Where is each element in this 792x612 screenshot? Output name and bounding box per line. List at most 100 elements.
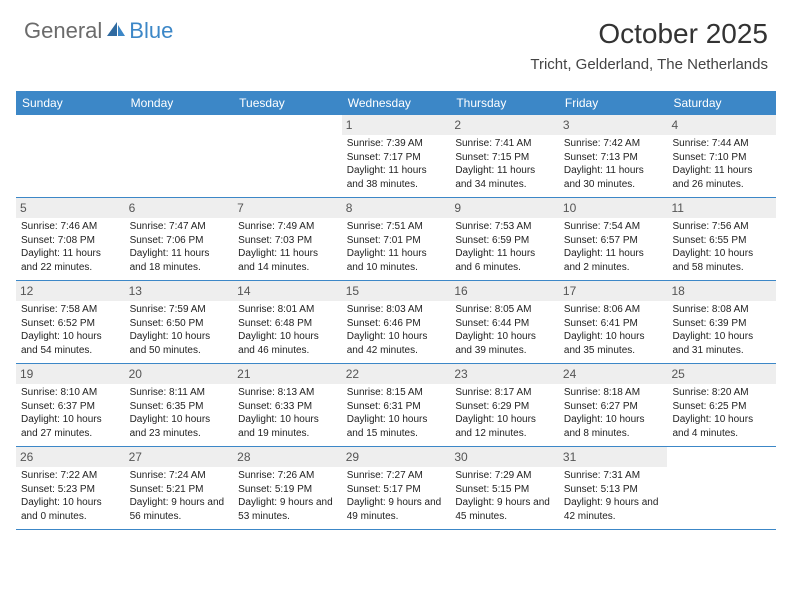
calendar-cell: 8Sunrise: 7:51 AMSunset: 7:01 PMDaylight… <box>342 198 451 280</box>
calendar-cell: 31Sunrise: 7:31 AMSunset: 5:13 PMDayligh… <box>559 447 668 529</box>
calendar-row: 5Sunrise: 7:46 AMSunset: 7:08 PMDaylight… <box>16 198 776 281</box>
col-monday: Monday <box>125 91 234 115</box>
day-details: Sunrise: 7:24 AMSunset: 5:21 PMDaylight:… <box>130 469 229 523</box>
calendar-cell: 9Sunrise: 7:53 AMSunset: 6:59 PMDaylight… <box>450 198 559 280</box>
day-details: Sunrise: 8:11 AMSunset: 6:35 PMDaylight:… <box>130 386 229 440</box>
day-details: Sunrise: 7:53 AMSunset: 6:59 PMDaylight:… <box>455 220 554 274</box>
day-number: 21 <box>233 364 342 384</box>
day-number: 16 <box>450 281 559 301</box>
calendar-cell: 19Sunrise: 8:10 AMSunset: 6:37 PMDayligh… <box>16 364 125 446</box>
calendar-cell: 23Sunrise: 8:17 AMSunset: 6:29 PMDayligh… <box>450 364 559 446</box>
day-number: 12 <box>16 281 125 301</box>
day-number: 4 <box>667 115 776 135</box>
day-number: 26 <box>16 447 125 467</box>
day-number: 25 <box>667 364 776 384</box>
day-number: 7 <box>233 198 342 218</box>
day-details: Sunrise: 7:56 AMSunset: 6:55 PMDaylight:… <box>672 220 771 274</box>
day-number: 8 <box>342 198 451 218</box>
day-details: Sunrise: 7:27 AMSunset: 5:17 PMDaylight:… <box>347 469 446 523</box>
day-number: 23 <box>450 364 559 384</box>
day-number: 22 <box>342 364 451 384</box>
calendar-cell: 2Sunrise: 7:41 AMSunset: 7:15 PMDaylight… <box>450 115 559 197</box>
calendar-cell: 6Sunrise: 7:47 AMSunset: 7:06 PMDaylight… <box>125 198 234 280</box>
day-details: Sunrise: 8:15 AMSunset: 6:31 PMDaylight:… <box>347 386 446 440</box>
calendar-cell: 16Sunrise: 8:05 AMSunset: 6:44 PMDayligh… <box>450 281 559 363</box>
day-details: Sunrise: 7:42 AMSunset: 7:13 PMDaylight:… <box>564 137 663 191</box>
header: General Blue October 2025 Tricht, Gelder… <box>0 0 792 81</box>
calendar-cell: 28Sunrise: 7:26 AMSunset: 5:19 PMDayligh… <box>233 447 342 529</box>
day-details: Sunrise: 7:51 AMSunset: 7:01 PMDaylight:… <box>347 220 446 274</box>
day-details: Sunrise: 7:47 AMSunset: 7:06 PMDaylight:… <box>130 220 229 274</box>
calendar-cell: 30Sunrise: 7:29 AMSunset: 5:15 PMDayligh… <box>450 447 559 529</box>
day-number: 13 <box>125 281 234 301</box>
calendar-cell: 5Sunrise: 7:46 AMSunset: 7:08 PMDaylight… <box>16 198 125 280</box>
calendar-cell: 25Sunrise: 8:20 AMSunset: 6:25 PMDayligh… <box>667 364 776 446</box>
day-number: 27 <box>125 447 234 467</box>
day-number: 31 <box>559 447 668 467</box>
calendar-cell: 26Sunrise: 7:22 AMSunset: 5:23 PMDayligh… <box>16 447 125 529</box>
month-title: October 2025 <box>530 18 768 50</box>
day-number: 18 <box>667 281 776 301</box>
day-number: 10 <box>559 198 668 218</box>
calendar-cell: 15Sunrise: 8:03 AMSunset: 6:46 PMDayligh… <box>342 281 451 363</box>
calendar-cell: 12Sunrise: 7:58 AMSunset: 6:52 PMDayligh… <box>16 281 125 363</box>
day-details: Sunrise: 7:22 AMSunset: 5:23 PMDaylight:… <box>21 469 120 523</box>
day-details: Sunrise: 8:13 AMSunset: 6:33 PMDaylight:… <box>238 386 337 440</box>
day-details: Sunrise: 7:31 AMSunset: 5:13 PMDaylight:… <box>564 469 663 523</box>
calendar-cell: 10Sunrise: 7:54 AMSunset: 6:57 PMDayligh… <box>559 198 668 280</box>
day-details: Sunrise: 8:06 AMSunset: 6:41 PMDaylight:… <box>564 303 663 357</box>
col-tuesday: Tuesday <box>233 91 342 115</box>
calendar-row: 19Sunrise: 8:10 AMSunset: 6:37 PMDayligh… <box>16 364 776 447</box>
day-details: Sunrise: 7:46 AMSunset: 7:08 PMDaylight:… <box>21 220 120 274</box>
calendar-header-row: Sunday Monday Tuesday Wednesday Thursday… <box>16 91 776 115</box>
calendar-cell: 20Sunrise: 8:11 AMSunset: 6:35 PMDayligh… <box>125 364 234 446</box>
logo: General Blue <box>24 18 173 44</box>
day-number: 1 <box>342 115 451 135</box>
calendar-body: 1Sunrise: 7:39 AMSunset: 7:17 PMDaylight… <box>16 115 776 530</box>
calendar-cell: 22Sunrise: 8:15 AMSunset: 6:31 PMDayligh… <box>342 364 451 446</box>
calendar-cell: 3Sunrise: 7:42 AMSunset: 7:13 PMDaylight… <box>559 115 668 197</box>
day-number: 29 <box>342 447 451 467</box>
col-wednesday: Wednesday <box>342 91 451 115</box>
calendar-cell: 17Sunrise: 8:06 AMSunset: 6:41 PMDayligh… <box>559 281 668 363</box>
day-details: Sunrise: 8:10 AMSunset: 6:37 PMDaylight:… <box>21 386 120 440</box>
title-block: October 2025 Tricht, Gelderland, The Net… <box>530 18 768 73</box>
calendar-row: 1Sunrise: 7:39 AMSunset: 7:17 PMDaylight… <box>16 115 776 198</box>
day-details: Sunrise: 7:29 AMSunset: 5:15 PMDaylight:… <box>455 469 554 523</box>
calendar-cell: 13Sunrise: 7:59 AMSunset: 6:50 PMDayligh… <box>125 281 234 363</box>
col-sunday: Sunday <box>16 91 125 115</box>
day-details: Sunrise: 8:20 AMSunset: 6:25 PMDaylight:… <box>672 386 771 440</box>
calendar-cell <box>125 115 234 197</box>
day-number: 14 <box>233 281 342 301</box>
day-details: Sunrise: 7:39 AMSunset: 7:17 PMDaylight:… <box>347 137 446 191</box>
calendar-cell: 21Sunrise: 8:13 AMSunset: 6:33 PMDayligh… <box>233 364 342 446</box>
day-number: 6 <box>125 198 234 218</box>
day-number: 15 <box>342 281 451 301</box>
col-friday: Friday <box>559 91 668 115</box>
day-details: Sunrise: 8:05 AMSunset: 6:44 PMDaylight:… <box>455 303 554 357</box>
day-details: Sunrise: 7:59 AMSunset: 6:50 PMDaylight:… <box>130 303 229 357</box>
day-number: 30 <box>450 447 559 467</box>
day-number: 2 <box>450 115 559 135</box>
calendar-cell: 7Sunrise: 7:49 AMSunset: 7:03 PMDaylight… <box>233 198 342 280</box>
calendar-cell: 29Sunrise: 7:27 AMSunset: 5:17 PMDayligh… <box>342 447 451 529</box>
calendar-cell <box>233 115 342 197</box>
col-thursday: Thursday <box>450 91 559 115</box>
calendar-row: 12Sunrise: 7:58 AMSunset: 6:52 PMDayligh… <box>16 281 776 364</box>
day-number: 24 <box>559 364 668 384</box>
day-details: Sunrise: 8:01 AMSunset: 6:48 PMDaylight:… <box>238 303 337 357</box>
calendar-cell: 11Sunrise: 7:56 AMSunset: 6:55 PMDayligh… <box>667 198 776 280</box>
calendar-cell: 24Sunrise: 8:18 AMSunset: 6:27 PMDayligh… <box>559 364 668 446</box>
col-saturday: Saturday <box>667 91 776 115</box>
day-number: 28 <box>233 447 342 467</box>
logo-text-1: General <box>24 18 102 44</box>
calendar-cell: 4Sunrise: 7:44 AMSunset: 7:10 PMDaylight… <box>667 115 776 197</box>
calendar-cell: 14Sunrise: 8:01 AMSunset: 6:48 PMDayligh… <box>233 281 342 363</box>
day-details: Sunrise: 7:26 AMSunset: 5:19 PMDaylight:… <box>238 469 337 523</box>
day-details: Sunrise: 7:41 AMSunset: 7:15 PMDaylight:… <box>455 137 554 191</box>
location-text: Tricht, Gelderland, The Netherlands <box>530 56 768 73</box>
day-details: Sunrise: 8:03 AMSunset: 6:46 PMDaylight:… <box>347 303 446 357</box>
day-details: Sunrise: 7:58 AMSunset: 6:52 PMDaylight:… <box>21 303 120 357</box>
day-number: 3 <box>559 115 668 135</box>
calendar-cell: 18Sunrise: 8:08 AMSunset: 6:39 PMDayligh… <box>667 281 776 363</box>
